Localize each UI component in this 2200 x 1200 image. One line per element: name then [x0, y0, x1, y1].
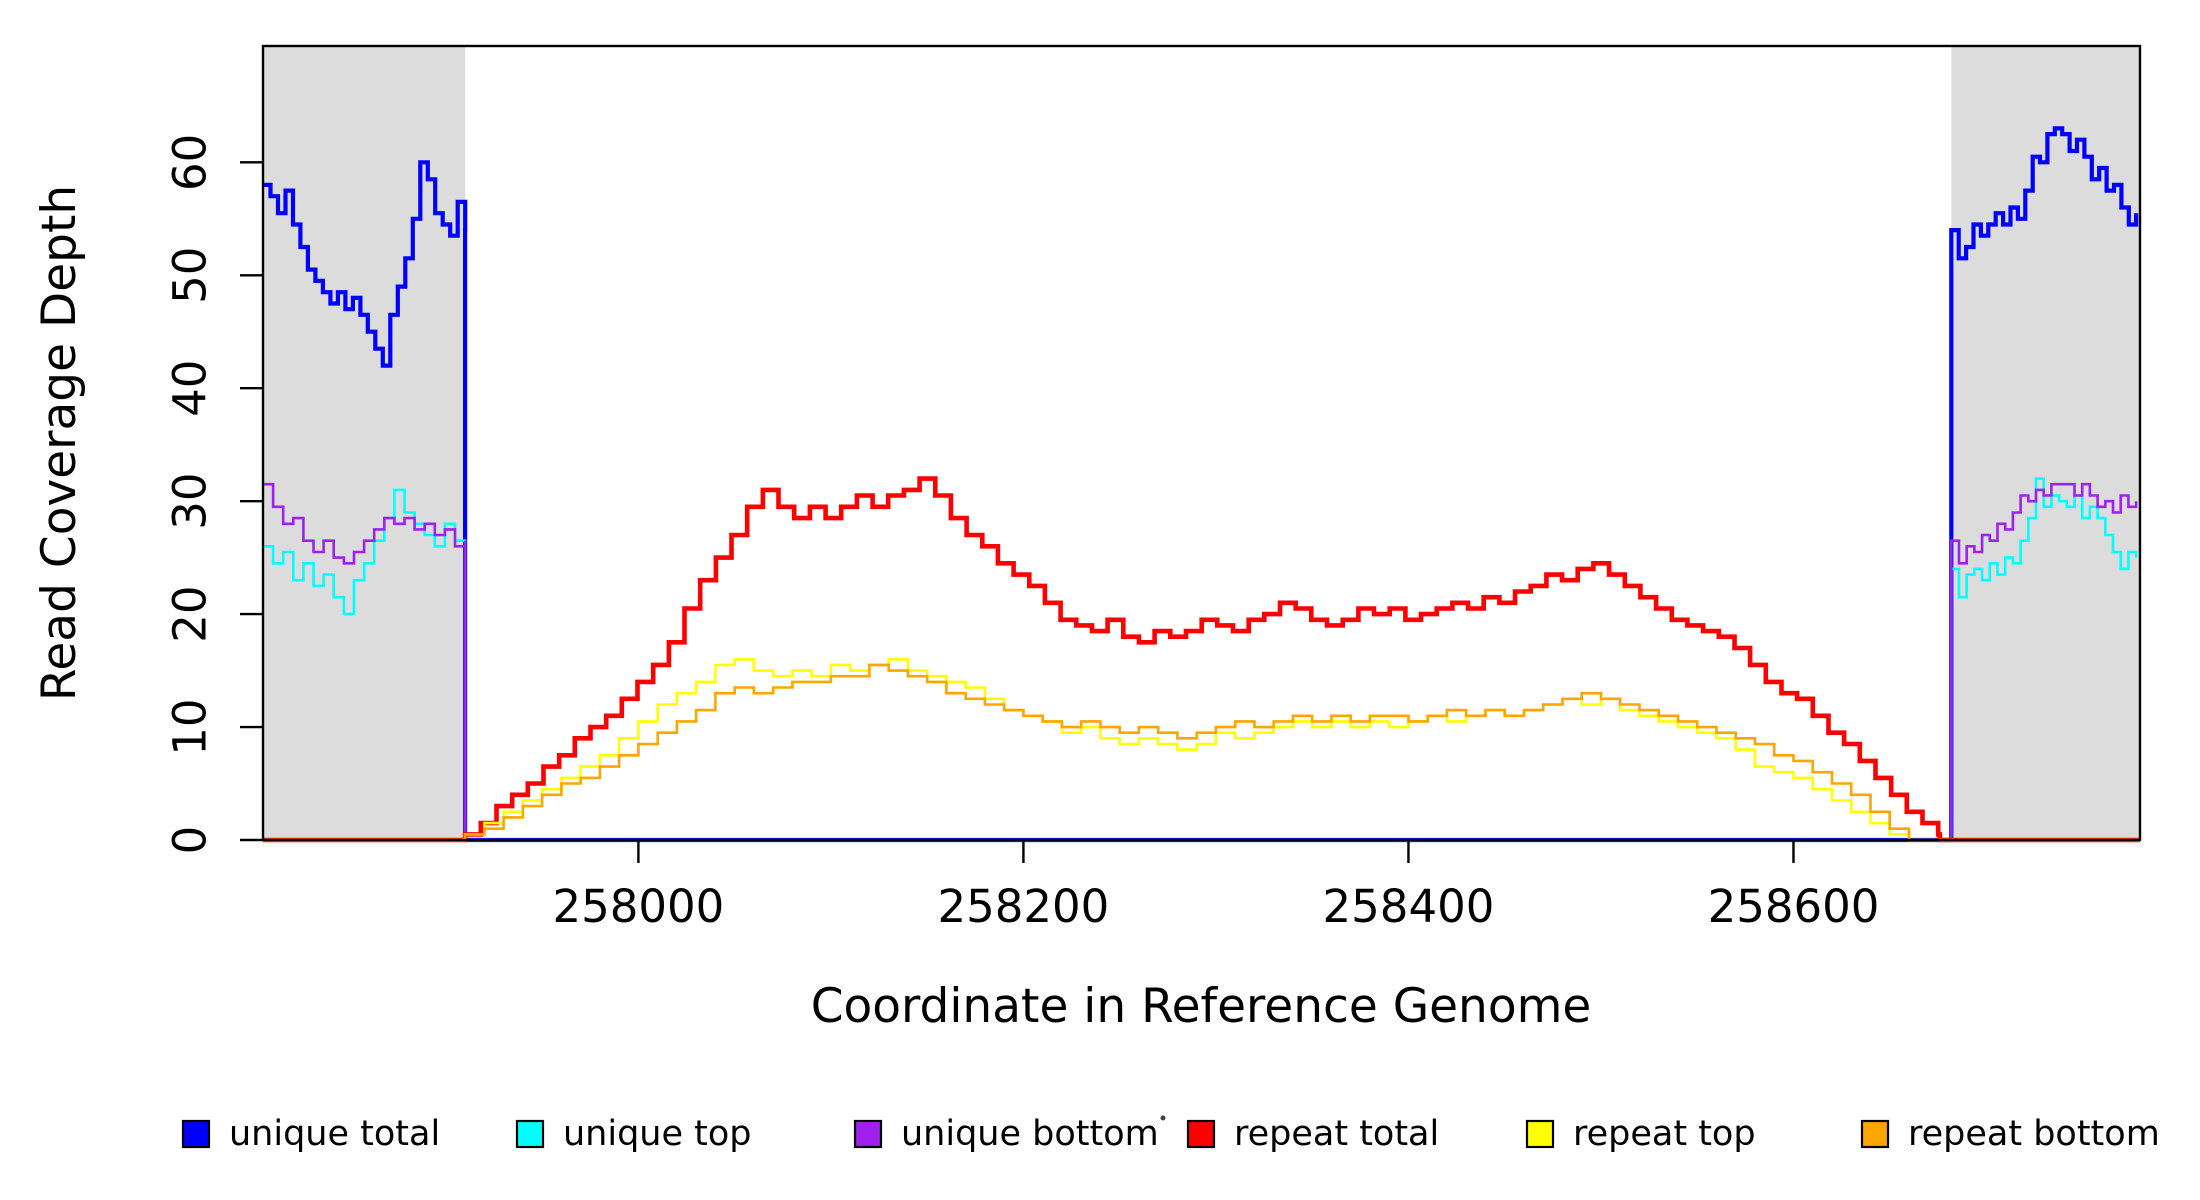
series-unique-total [263, 126, 2139, 843]
masked-region-left-flank [263, 46, 466, 840]
plot-frame [261, 44, 2142, 842]
y-tick-label: 10 [164, 698, 217, 755]
y-tick-label: 50 [164, 247, 217, 304]
x-axis-title: Coordinate in Reference Genome [811, 979, 1592, 1034]
legend-swatch-repeat-total [1186, 1119, 1216, 1149]
axis-ticks: 258000 258200 258400 258600 0 10 20 30 40 50 60 [164, 134, 1880, 933]
y-tick-label: 30 [164, 473, 217, 530]
stray-dot [1160, 1115, 1166, 1121]
y-tick-label: 40 [164, 360, 217, 417]
legend-item-repeat-bottom: repeat bottom [1860, 1114, 2160, 1154]
series-lines [263, 126, 2140, 843]
legend-label: unique top [563, 1114, 752, 1154]
series-repeat-top [263, 658, 2140, 842]
series-unique-bottom [263, 482, 2138, 842]
legend-item-repeat-total: repeat total [1186, 1114, 1439, 1154]
x-tick-label: 258400 [1323, 880, 1495, 933]
legend: unique total unique top unique bottom repea… [181, 1114, 2160, 1154]
plot-box [261, 44, 2142, 842]
legend-swatch-unique-bottom [853, 1119, 883, 1149]
legend-item-unique-top: unique top [515, 1114, 752, 1154]
legend-item-unique-total: unique total [181, 1114, 440, 1154]
x-tick-label: 258000 [553, 880, 725, 933]
legend-label: unique total [229, 1114, 440, 1154]
series-repeat-total [263, 476, 2140, 843]
x-tick-label: 258600 [1708, 880, 1880, 933]
series-repeat-bottom [263, 663, 2140, 842]
y-axis-title: Read Coverage Depth [32, 185, 87, 701]
legend-label: repeat total [1234, 1114, 1439, 1154]
legend-label: unique bottom [901, 1114, 1159, 1154]
y-tick-label: 20 [164, 585, 217, 642]
legend-item-unique-bottom: unique bottom [853, 1114, 1159, 1154]
x-tick-label: 258200 [938, 880, 1110, 933]
legend-swatch-repeat-top [1525, 1119, 1555, 1149]
legend-label: repeat top [1573, 1114, 1756, 1154]
legend-swatch-repeat-bottom [1860, 1119, 1890, 1149]
legend-label: repeat bottom [1908, 1114, 2160, 1154]
masked-regions [263, 46, 2140, 840]
y-tick-label: 60 [164, 134, 217, 191]
masked-region-right-flank [1951, 46, 2140, 840]
legend-swatch-unique-top [515, 1119, 545, 1149]
legend-swatch-unique-total [181, 1119, 211, 1149]
y-tick-label: 0 [164, 826, 217, 855]
legend-item-repeat-top: repeat top [1525, 1114, 1756, 1154]
